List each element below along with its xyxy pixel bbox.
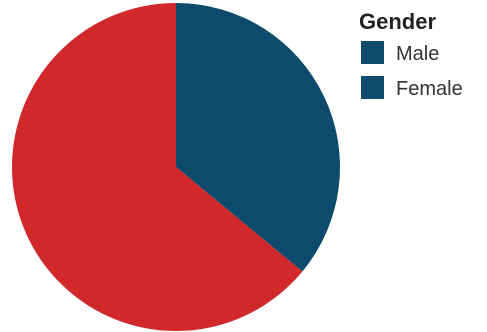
legend-swatch-male <box>361 41 384 64</box>
pie-slice-female <box>176 3 340 272</box>
legend-label-female: Female <box>396 78 463 100</box>
pie-slice-male <box>11 3 303 331</box>
legend-title: Gender <box>359 9 436 34</box>
legend-swatch-female <box>361 76 384 99</box>
legend: Gender Male Female <box>359 9 463 100</box>
legend-label-male: Male <box>396 43 439 65</box>
pie-slices <box>11 3 340 331</box>
